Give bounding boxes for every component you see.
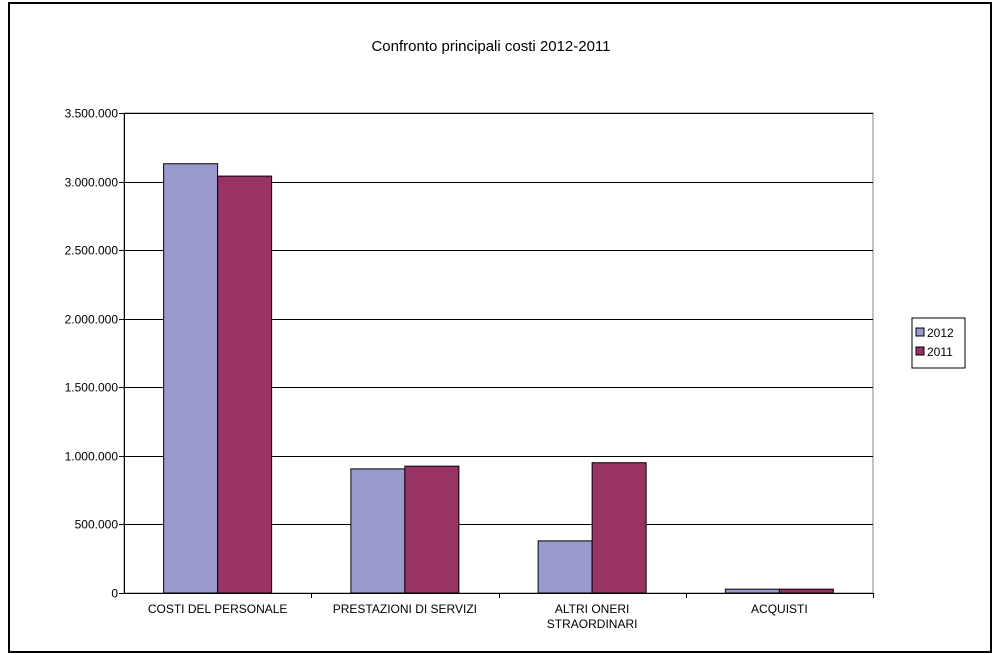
bar-2011	[591, 462, 647, 594]
bar-2012	[724, 588, 780, 594]
y-tick-label: 2.500.000	[65, 244, 119, 258]
bar-2011	[778, 588, 834, 594]
x-tick-label: ALTRI ONERI STRAORDINARI	[547, 602, 638, 631]
y-tick-label: 3.500.000	[65, 107, 119, 121]
y-tick-label: 1.000.000	[65, 450, 119, 464]
x-tick-label: PRESTAZIONI DI SERVIZI	[333, 602, 477, 616]
bar-2012	[537, 540, 593, 594]
y-tick-label: 0	[111, 587, 118, 601]
y-tick-label: 1.500.000	[65, 381, 119, 395]
x-tick-label: COSTI DEL PERSONALE	[148, 602, 288, 616]
bar-2011	[217, 175, 273, 594]
bar-2011	[404, 465, 460, 594]
legend-swatch	[915, 346, 925, 356]
legend-box	[911, 317, 966, 369]
y-tick-label: 500.000	[75, 518, 119, 532]
x-tick-label: ACQUISTI	[751, 602, 808, 616]
bar-2012	[163, 163, 219, 594]
bar-2012	[350, 468, 406, 594]
legend-label: 2011	[927, 345, 953, 359]
legend-swatch	[915, 327, 925, 337]
y-tick-label: 2.000.000	[65, 313, 119, 327]
chart-title: Confronto principali costi 2012-2011	[371, 38, 610, 55]
legend-label: 2012	[927, 326, 954, 340]
y-tick-label: 3.000.000	[65, 176, 119, 190]
